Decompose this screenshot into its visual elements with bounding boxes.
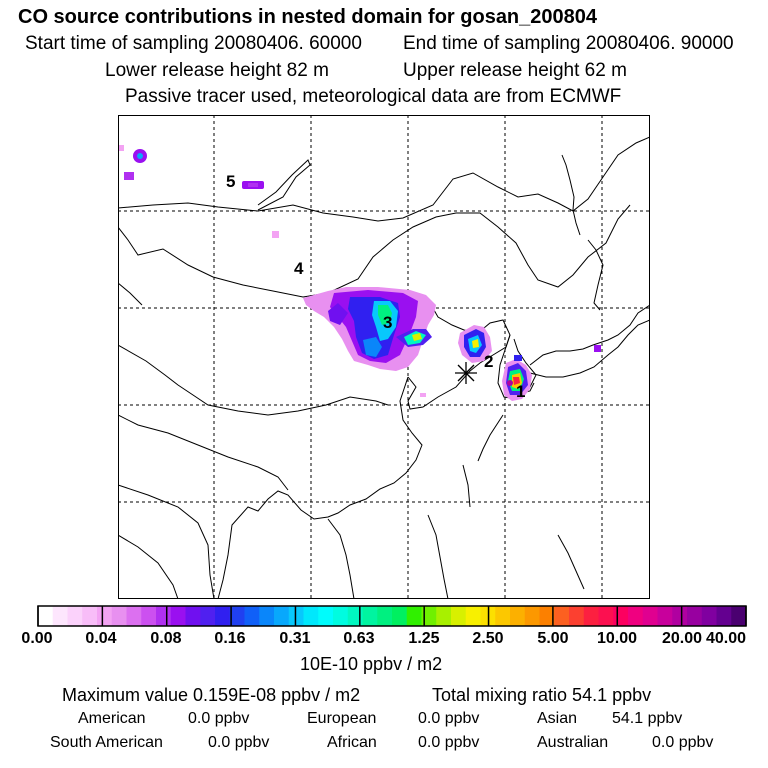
scale-segment <box>731 606 747 626</box>
scale-tick-2: 0.08 <box>150 630 182 647</box>
scale-tick-10: 20.00 <box>661 630 703 647</box>
asterisk-icon <box>455 362 477 384</box>
scale-tick-9: 10.00 <box>596 630 638 647</box>
scale-segment <box>377 606 393 626</box>
scale-segment <box>510 606 526 626</box>
scale-segment <box>642 606 658 626</box>
australian-value: 0.0 ppbv <box>652 734 714 751</box>
plot-title: CO source contributions in nested domain… <box>18 6 598 28</box>
scale-segment <box>598 606 614 626</box>
scale-segment <box>274 606 290 626</box>
scale-segment <box>215 606 231 626</box>
plume-far-west <box>118 145 279 238</box>
scale-unit-label: 10E-10 ppbv / m2 <box>300 654 443 674</box>
asian-value: 54.1 ppbv <box>612 710 683 727</box>
scale-segment <box>82 606 98 626</box>
scale-tick-8: 5.00 <box>537 630 569 647</box>
scale-segment <box>38 606 54 626</box>
scale-tick-0: 0.00 <box>21 630 53 647</box>
scale-segment <box>554 606 570 626</box>
scale-segment <box>701 606 717 626</box>
scale-segment <box>52 606 68 626</box>
scale-segment <box>539 606 555 626</box>
scale-segment <box>170 606 186 626</box>
scale-segment <box>229 606 245 626</box>
tracer-note-text: Passive tracer used, meteorological data… <box>125 86 622 107</box>
american-label: American <box>78 710 146 727</box>
scale-segment <box>318 606 334 626</box>
scale-tick-1: 0.04 <box>85 630 117 647</box>
scale-segment <box>111 606 127 626</box>
scale-segment <box>362 606 378 626</box>
scale-segment <box>97 606 113 626</box>
coastline-layer <box>118 136 650 599</box>
start-time-text: Start time of sampling 20080406. 60000 <box>25 33 362 54</box>
asian-label: Asian <box>537 710 578 727</box>
scale-tick-7: 2.50 <box>472 630 504 647</box>
source-label-1: 1 <box>516 382 525 401</box>
scale-tick-5: 0.63 <box>343 630 375 647</box>
source-label-4: 4 <box>294 259 304 278</box>
scale-border <box>37 605 747 627</box>
upper-release-height-text: Upper release height 62 m <box>403 60 627 81</box>
scale-segment <box>672 606 688 626</box>
lower-release-height-text: Lower release height 82 m <box>105 60 329 81</box>
scale-segment <box>185 606 201 626</box>
plume-korea <box>458 325 492 363</box>
scale-segment <box>421 606 437 626</box>
scale-segment <box>333 606 349 626</box>
scale-segment <box>392 606 408 626</box>
american-value: 0.0 ppbv <box>188 710 250 727</box>
scale-segment <box>451 606 467 626</box>
scale-segment <box>495 606 511 626</box>
scale-tick-11: 40.00 <box>705 630 747 647</box>
scale-segment <box>244 606 260 626</box>
african-value: 0.0 ppbv <box>418 734 480 751</box>
source-label-3: 3 <box>383 313 392 332</box>
scale-segment <box>524 606 540 626</box>
contribution-map: 1 2 3 4 5 <box>118 115 650 599</box>
european-label: European <box>307 710 377 727</box>
scale-segment <box>583 606 599 626</box>
plume-northern-china <box>303 287 436 371</box>
color-scale-bar <box>37 605 747 627</box>
scale-segment <box>67 606 83 626</box>
european-value: 0.0 ppbv <box>418 710 480 727</box>
scale-segment <box>347 606 363 626</box>
scale-segment <box>657 606 673 626</box>
australian-label: Australian <box>537 734 609 751</box>
scale-segment <box>288 606 304 626</box>
maximum-value-text: Maximum value 0.159E-08 ppbv / m2 <box>62 685 361 705</box>
source-label-5: 5 <box>226 172 235 191</box>
source-label-2: 2 <box>484 352 493 371</box>
plume-mongolia <box>242 181 264 189</box>
scale-segment <box>303 606 319 626</box>
scale-segment <box>628 606 644 626</box>
scale-segment <box>436 606 452 626</box>
scale-tick-3: 0.16 <box>214 630 246 647</box>
scale-segment <box>687 606 703 626</box>
scale-segment <box>156 606 172 626</box>
scale-segment <box>716 606 732 626</box>
scale-segment <box>569 606 585 626</box>
scale-segment <box>126 606 142 626</box>
scale-segment <box>613 606 629 626</box>
scale-tick-6: 1.25 <box>408 630 440 647</box>
scale-tick-4: 0.31 <box>279 630 311 647</box>
south-american-label: South American <box>50 734 163 751</box>
african-label: African <box>327 734 377 751</box>
south-american-value: 0.0 ppbv <box>208 734 270 751</box>
total-mixing-ratio-text: Total mixing ratio 54.1 ppbv <box>432 685 652 705</box>
scale-segment <box>406 606 422 626</box>
scale-segment <box>200 606 216 626</box>
plume-japan-kyushu <box>420 345 601 401</box>
scale-segment <box>141 606 157 626</box>
scale-segment <box>259 606 275 626</box>
scale-segment <box>465 606 481 626</box>
end-time-text: End time of sampling 20080406. 90000 <box>403 33 734 54</box>
